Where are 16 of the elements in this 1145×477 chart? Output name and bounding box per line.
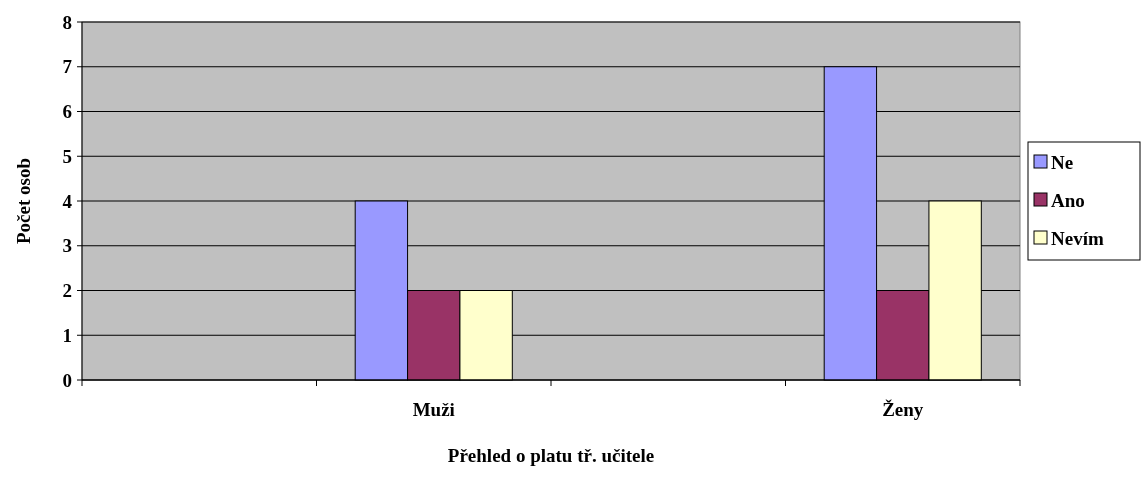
legend-label: Ano [1051,189,1085,211]
legend-label: Nevím [1051,227,1104,249]
y-tick-label: 1 [62,324,72,346]
y-tick-label: 8 [62,11,72,33]
x-axis-title: Přehled o platu tř. učitele [447,445,655,466]
y-tick-label: 4 [62,190,73,212]
y-tick-label: 7 [62,56,73,78]
y-tick-label: 0 [62,369,72,391]
y-tick-label: 2 [62,280,72,302]
x-tick-label: Muži [412,399,455,420]
legend-label: Ne [1051,151,1074,173]
y-tick-label: 3 [62,235,72,257]
y-tick-label: 5 [62,145,72,167]
x-tick-label: Ženy [882,399,924,420]
y-axis-title: Počet osob [13,157,34,245]
y-tick-label: 6 [62,101,72,123]
